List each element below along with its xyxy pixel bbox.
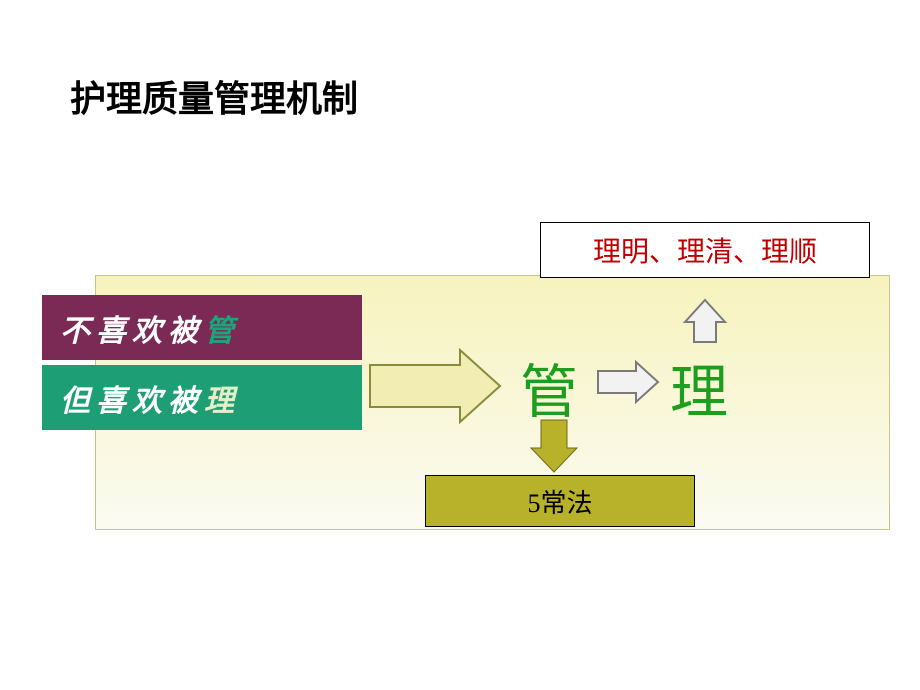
- principles-box: 理明、理清、理顺: [540, 222, 870, 278]
- attitude-bar-dislike-part-1: 管: [204, 306, 240, 350]
- page-title: 护理质量管理机制: [70, 70, 358, 122]
- method-text: 5常法: [527, 483, 592, 520]
- principles-text: 理明、理清、理顺: [593, 230, 817, 270]
- attitude-bar-like-part-1: 理: [204, 376, 240, 420]
- arrow-guan-to-li: [595, 359, 661, 405]
- attitude-bar-dislike: 不喜欢被管: [42, 295, 362, 360]
- char-li: 理: [670, 345, 728, 429]
- attitude-bar-dislike-part-0: 不喜欢被: [60, 306, 204, 350]
- arrow-to-guan: [367, 347, 503, 425]
- arrow-up-to-principles: [682, 297, 728, 345]
- method-box: 5常法: [425, 475, 695, 527]
- attitude-bar-like: 但喜欢被理: [42, 365, 362, 430]
- arrow-down-to-method: [529, 418, 579, 474]
- attitude-bar-like-part-0: 但喜欢被: [60, 376, 204, 420]
- char-guan: 管: [520, 345, 578, 429]
